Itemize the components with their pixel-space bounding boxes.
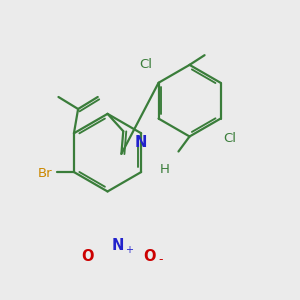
Text: N: N — [112, 238, 124, 253]
Text: H: H — [160, 163, 170, 176]
Text: O: O — [143, 249, 155, 264]
Text: -: - — [158, 253, 162, 266]
Text: N: N — [134, 135, 146, 150]
Text: Cl: Cl — [139, 58, 152, 71]
Text: Cl: Cl — [224, 132, 236, 145]
Text: +: + — [125, 245, 133, 255]
Text: Br: Br — [38, 167, 52, 180]
Text: O: O — [82, 249, 94, 264]
